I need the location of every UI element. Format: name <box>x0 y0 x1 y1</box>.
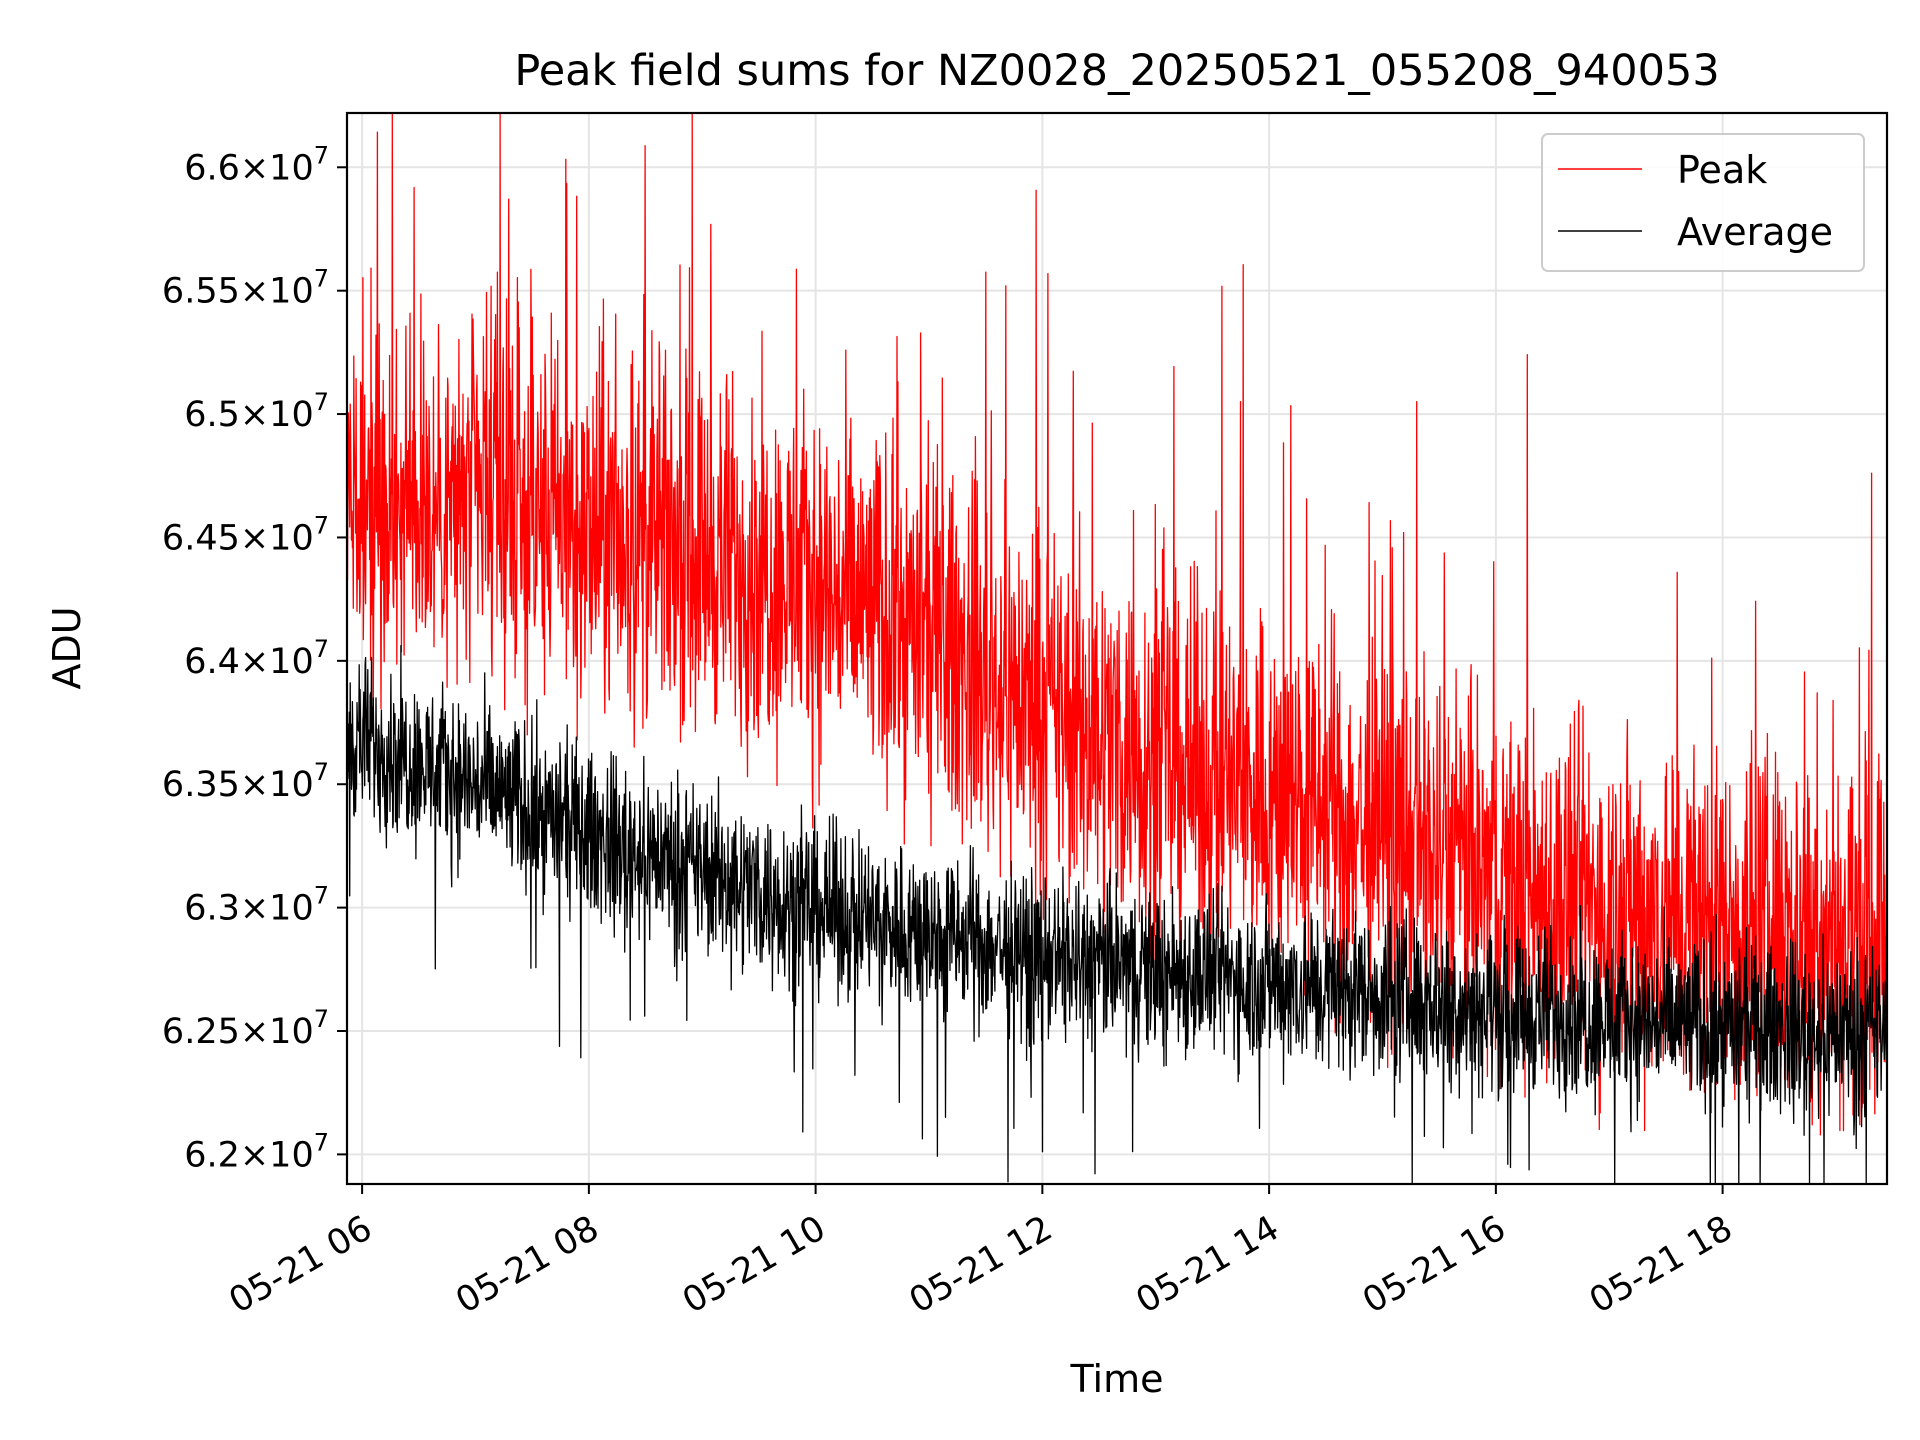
series-line-peak <box>346 112 1888 1136</box>
legend-label-average: Average <box>1677 210 1833 254</box>
y-tick-label-1: 6.25×107 <box>162 1005 329 1052</box>
chart-title: Peak field sums for NZ0028_20250521_0552… <box>514 46 1719 96</box>
series-line-average <box>346 645 1888 1185</box>
y-tick-label-8: 6.6×107 <box>184 141 329 188</box>
y-tick-label-3: 6.35×107 <box>162 758 329 805</box>
y-tick-label-0: 6.2×107 <box>184 1128 329 1175</box>
plot-frame <box>345 111 1889 1186</box>
y-tick-label-5: 6.45×107 <box>162 511 329 558</box>
y-tick-label-2: 6.3×107 <box>184 882 329 929</box>
y-axis: 6.2×107 6.25×107 6.3×107 6.35×107 6.4×107 6.4… <box>162 141 347 1175</box>
legend-label-peak: Peak <box>1677 148 1767 192</box>
y-tick-label-4: 6.4×107 <box>184 635 329 682</box>
y-tick-label-7: 6.55×107 <box>162 265 329 312</box>
legend: Peak Average <box>1541 133 1865 272</box>
series-lines <box>346 112 1888 1185</box>
y-tick-label-6: 6.5×107 <box>184 388 329 435</box>
y-axis-label: ADU <box>45 606 89 689</box>
x-axis-label: Time <box>1070 1357 1164 1401</box>
